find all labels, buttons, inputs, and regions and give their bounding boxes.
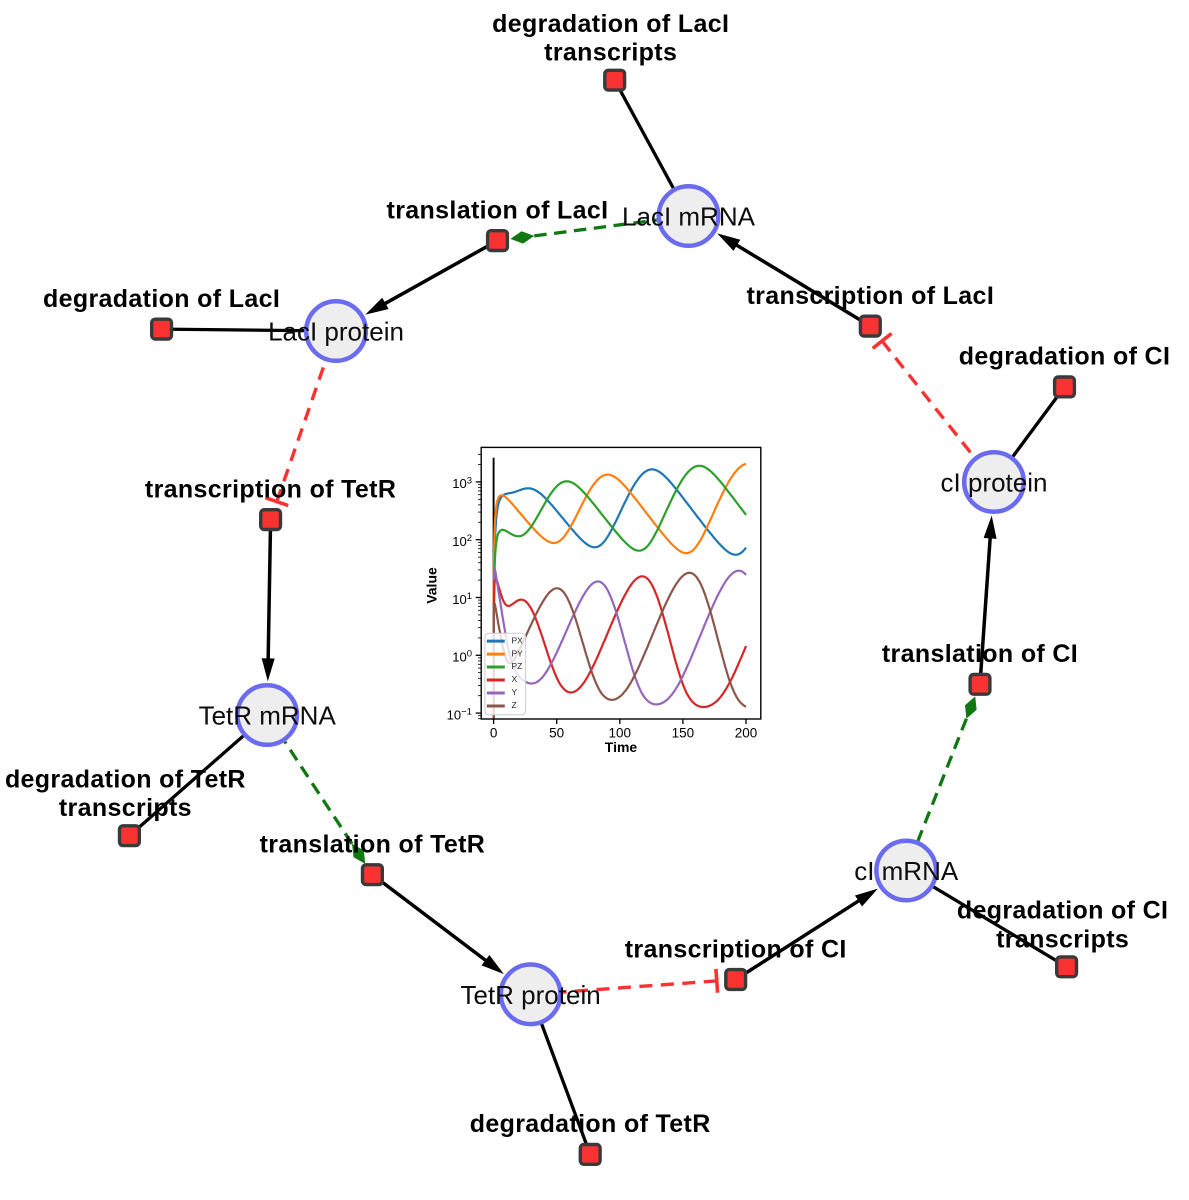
- svg-text:X: X: [512, 674, 518, 684]
- svg-text:TetR mRNA: TetR mRNA: [199, 701, 337, 731]
- svg-text:10: 10: [452, 592, 466, 607]
- svg-text:Z: Z: [512, 700, 517, 710]
- svg-text:transcripts: transcripts: [59, 794, 192, 822]
- svg-text:PX: PX: [512, 635, 524, 645]
- svg-text:50: 50: [549, 725, 564, 740]
- svg-text:−1: −1: [461, 707, 472, 718]
- svg-text:transcripts: transcripts: [544, 39, 677, 67]
- svg-text:LacI protein: LacI protein: [268, 317, 404, 347]
- svg-text:LacI mRNA: LacI mRNA: [622, 202, 756, 232]
- svg-text:degradation of LacI: degradation of LacI: [492, 10, 729, 38]
- svg-text:3: 3: [467, 475, 472, 486]
- svg-text:cI mRNA: cI mRNA: [854, 856, 959, 886]
- svg-text:degradation of TetR: degradation of TetR: [470, 1110, 711, 1138]
- svg-text:TetR protein: TetR protein: [461, 980, 601, 1010]
- svg-text:Value: Value: [424, 567, 440, 604]
- svg-text:transcription of TetR: transcription of TetR: [145, 475, 396, 503]
- svg-text:100: 100: [609, 725, 632, 740]
- svg-text:transcription of LacI: transcription of LacI: [746, 282, 994, 310]
- svg-text:200: 200: [735, 725, 758, 740]
- svg-text:0: 0: [490, 725, 498, 740]
- svg-text:translation of CI: translation of CI: [882, 640, 1078, 668]
- svg-text:2: 2: [467, 533, 472, 544]
- svg-text:translation of LacI: translation of LacI: [387, 196, 609, 224]
- svg-text:degradation of CI: degradation of CI: [959, 343, 1171, 371]
- svg-text:transcription of CI: transcription of CI: [625, 935, 847, 963]
- svg-text:degradation of TetR: degradation of TetR: [5, 765, 246, 793]
- svg-text:10: 10: [452, 534, 466, 549]
- svg-text:0: 0: [467, 649, 472, 660]
- svg-text:translation of TetR: translation of TetR: [260, 831, 486, 859]
- svg-text:1: 1: [467, 591, 472, 602]
- svg-text:150: 150: [672, 725, 695, 740]
- svg-text:Time: Time: [605, 739, 638, 755]
- svg-text:PY: PY: [512, 648, 524, 658]
- svg-text:10: 10: [447, 707, 461, 722]
- svg-text:degradation of LacI: degradation of LacI: [43, 285, 280, 313]
- svg-text:10: 10: [452, 650, 466, 665]
- svg-text:PZ: PZ: [512, 661, 523, 671]
- svg-text:degradation of CI: degradation of CI: [957, 896, 1169, 924]
- svg-text:10: 10: [452, 476, 466, 491]
- svg-text:transcripts: transcripts: [996, 925, 1129, 953]
- svg-text:Y: Y: [512, 687, 518, 697]
- svg-text:cI protein: cI protein: [941, 468, 1048, 498]
